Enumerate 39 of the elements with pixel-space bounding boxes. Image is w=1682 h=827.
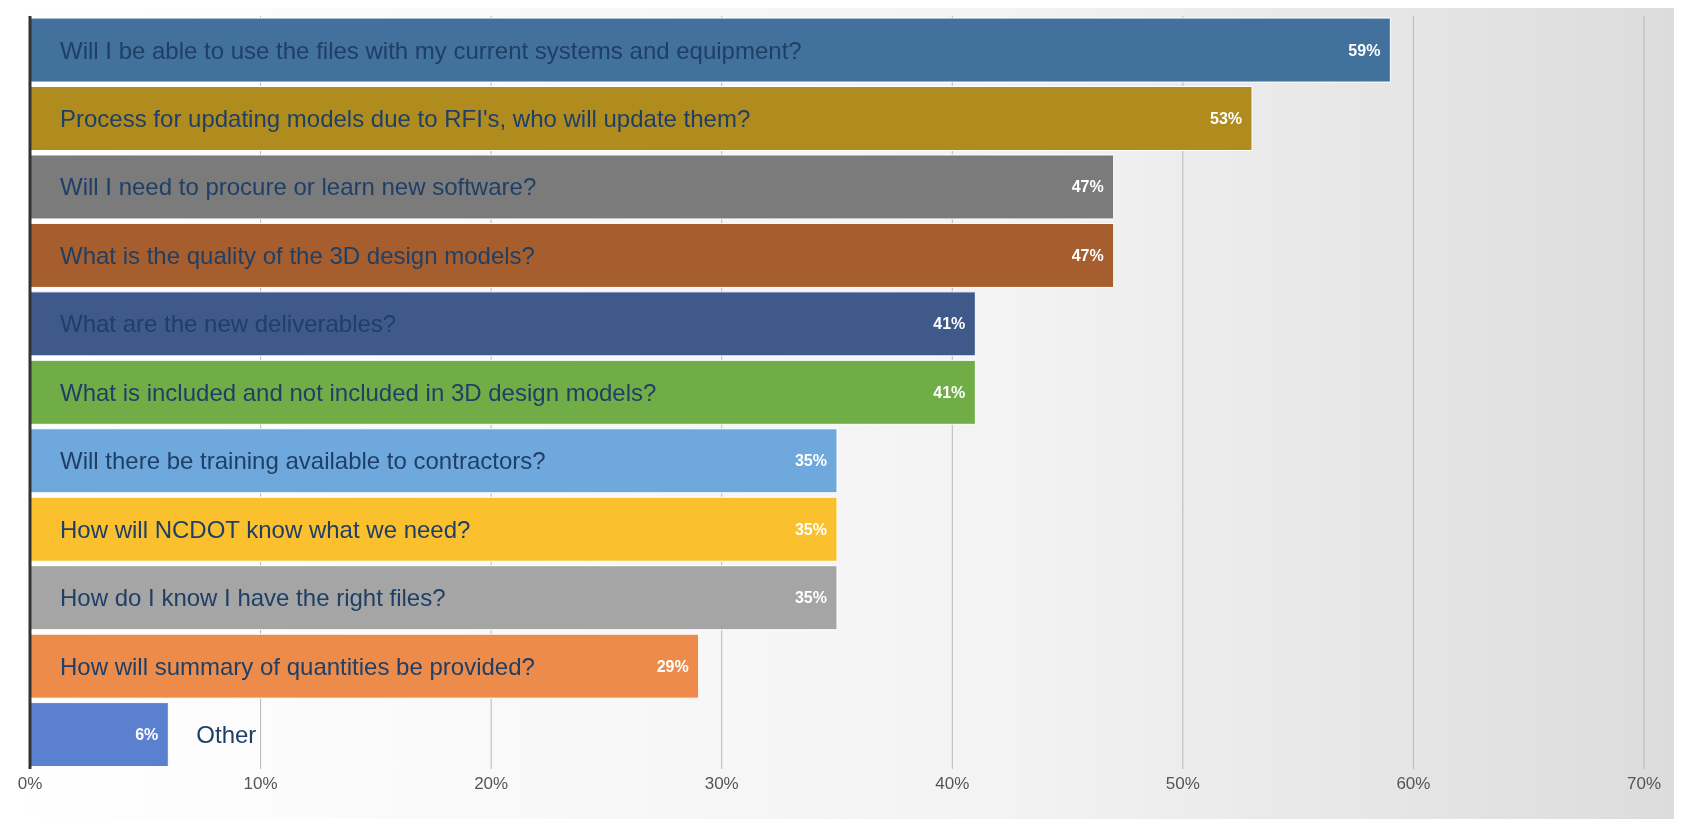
bar	[30, 86, 1253, 152]
x-tick-label: 20%	[474, 774, 509, 794]
bar	[30, 428, 838, 494]
x-tick-label: 10%	[243, 774, 278, 794]
bar	[30, 154, 1115, 220]
y-tick-label: What is included and not included in 3D design models?	[60, 378, 657, 406]
x-tick-label: 70%	[1626, 774, 1662, 794]
y-tick-label: How do I know I have the right files?	[60, 584, 446, 612]
x-tick-label: 0%	[17, 774, 43, 794]
data-label: 47%	[1071, 178, 1104, 196]
data-label: 41%	[933, 383, 966, 401]
data-label: 35%	[794, 452, 827, 470]
data-label: 29%	[656, 657, 689, 675]
y-tick-label: How will NCDOT know what we need?	[60, 515, 471, 543]
y-tick-label: Process for updating models due to RFI's, who will update them?	[60, 105, 751, 133]
x-tick-label: 40%	[935, 774, 970, 794]
x-tick-label: 60%	[1396, 774, 1431, 794]
data-label: 59%	[1348, 41, 1381, 59]
y-tick-label: What is the quality of the 3D design models?	[60, 241, 535, 269]
bar	[30, 496, 838, 562]
data-label: 47%	[1071, 246, 1104, 264]
x-tick-label: 50%	[1165, 774, 1200, 794]
data-label: 35%	[794, 520, 827, 538]
data-label: 35%	[794, 589, 827, 607]
y-tick-label: How will summary of quantities be provided?	[60, 652, 535, 680]
bar	[30, 702, 169, 768]
bar	[30, 17, 1391, 83]
x-tick-label: 30%	[704, 774, 739, 794]
data-label: 41%	[933, 315, 966, 333]
data-label: 53%	[1210, 110, 1243, 128]
bar	[30, 633, 700, 699]
bar	[30, 222, 1115, 288]
data-label: 6%	[135, 726, 159, 744]
bar	[30, 565, 838, 631]
y-tick-label: Will there be training available to contractors?	[60, 447, 546, 475]
y-tick-label: Other	[196, 721, 257, 749]
bar	[30, 291, 976, 357]
y-tick-label: Will I need to procure or learn new software?	[60, 173, 537, 201]
bar	[30, 359, 976, 425]
